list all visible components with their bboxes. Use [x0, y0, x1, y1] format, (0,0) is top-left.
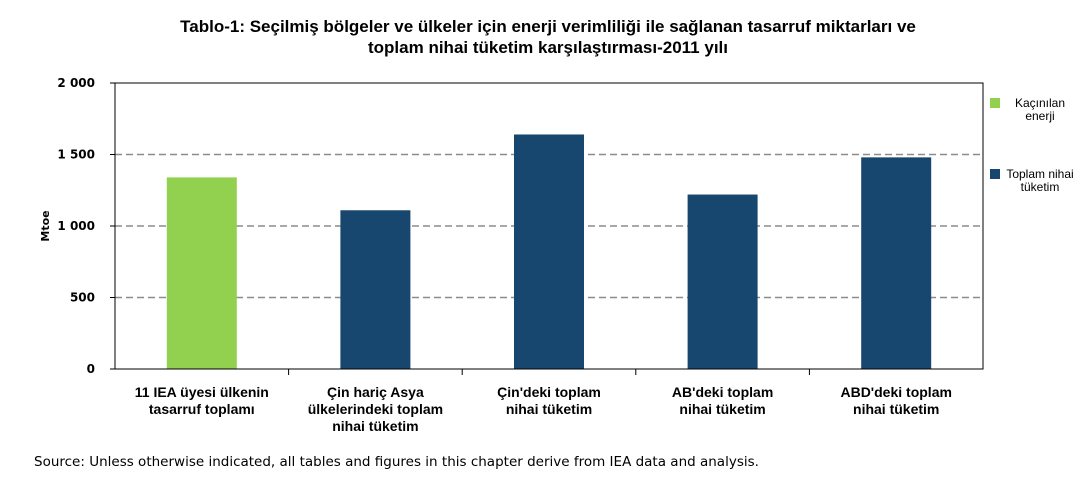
category-label: nihai tüketim [506, 401, 592, 417]
category-label: nihai tüketim [853, 401, 939, 417]
bar [340, 210, 411, 369]
bar [514, 134, 584, 369]
category-label: nihai tüketim [332, 418, 418, 434]
chart-title-line: Tablo-1: Seçilmiş bölgeler ve ülkeler iç… [180, 17, 916, 36]
y-tick-label: 0 [87, 362, 95, 376]
category-label: 11 IEA üyesi ülkenin [135, 384, 269, 400]
chart-title: Tablo-1: Seçilmiş bölgeler ve ülkeler iç… [180, 17, 916, 57]
y-axis-label: Mtoe [39, 210, 52, 241]
y-tick-label: 1 000 [57, 219, 95, 233]
category-label: ABD'deki toplam [840, 384, 951, 400]
bar [861, 157, 932, 369]
bar [687, 194, 758, 369]
y-tick-label: 500 [70, 291, 95, 305]
legend-label: Toplam nihai [1006, 167, 1073, 181]
category-label: tasarruf toplamı [149, 401, 255, 417]
legend-label: tüketim [1021, 180, 1060, 194]
legend-swatch [990, 98, 1000, 108]
category-label: ülkelerindeki toplam [308, 401, 443, 417]
chart-title-line: toplam nihai tüketim karşılaştırması-201… [368, 38, 728, 57]
y-tick-label: 2 000 [57, 76, 95, 90]
legend-label: enerji [1025, 109, 1054, 123]
source-note: Source: Unless otherwise indicated, all … [34, 454, 759, 470]
bar [166, 177, 237, 369]
y-axis-ticks: 0 500 1 000 1 500 2 000 [57, 76, 95, 376]
plot-frame [110, 82, 984, 375]
bars [166, 134, 932, 369]
category-label: Çin hariç Asya [327, 384, 424, 400]
category-label: Çin'deki toplam [497, 384, 601, 400]
y-tick-label: 1 500 [57, 148, 95, 162]
legend-swatch [990, 169, 1000, 179]
category-label: nihai tüketim [679, 401, 765, 417]
legend-label: Kaçınılan [1015, 96, 1065, 110]
category-label: AB'deki toplam [672, 384, 773, 400]
